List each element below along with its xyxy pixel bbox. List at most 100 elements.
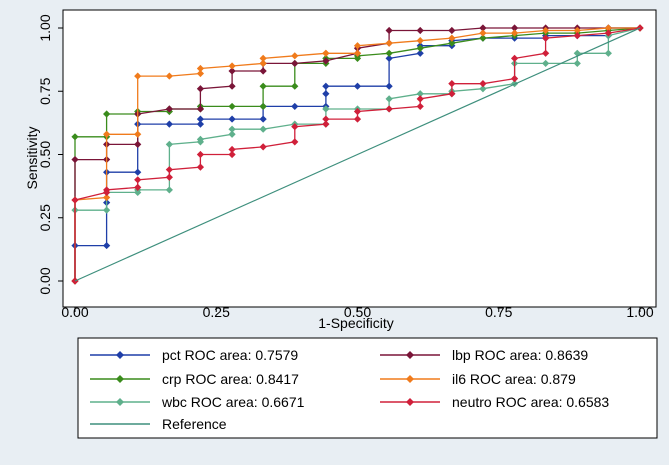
data-point bbox=[479, 80, 487, 88]
data-point bbox=[228, 62, 236, 70]
data-point bbox=[322, 120, 330, 128]
x-tick-label: 0.75 bbox=[485, 304, 512, 320]
data-point bbox=[416, 37, 424, 45]
data-point bbox=[291, 123, 299, 131]
data-point bbox=[322, 57, 330, 65]
data-point bbox=[103, 110, 111, 118]
legend-marker bbox=[116, 351, 124, 359]
data-point bbox=[322, 82, 330, 90]
data-point bbox=[228, 125, 236, 133]
data-point bbox=[479, 34, 487, 42]
series-neutro bbox=[71, 24, 644, 285]
data-point bbox=[604, 49, 612, 57]
data-point bbox=[228, 130, 236, 138]
data-point bbox=[165, 166, 173, 174]
data-point bbox=[165, 72, 173, 80]
data-point bbox=[259, 67, 267, 75]
legend-label: neutro ROC area: 0.6583 bbox=[452, 394, 609, 410]
data-point bbox=[196, 135, 205, 143]
data-point bbox=[103, 206, 111, 214]
data-point bbox=[416, 90, 424, 98]
data-point bbox=[259, 125, 267, 133]
data-point bbox=[165, 173, 173, 181]
legend-label: wbc ROC area: 0.6671 bbox=[161, 394, 305, 410]
data-point bbox=[134, 130, 142, 138]
data-point bbox=[448, 34, 456, 42]
data-point bbox=[71, 196, 79, 204]
data-point bbox=[228, 67, 236, 75]
legend-label: crp ROC area: 0.8417 bbox=[162, 371, 299, 387]
data-point bbox=[196, 163, 205, 171]
data-point bbox=[259, 102, 267, 111]
data-point bbox=[228, 82, 236, 90]
data-point bbox=[416, 44, 424, 52]
data-point bbox=[196, 120, 205, 128]
data-point bbox=[134, 176, 142, 184]
data-point bbox=[448, 90, 456, 98]
data-point bbox=[385, 39, 393, 47]
data-point bbox=[385, 54, 393, 62]
legend-label: lbp ROC area: 0.8639 bbox=[452, 347, 588, 363]
legend-item: wbc ROC area: 0.6671 bbox=[90, 394, 305, 410]
data-point bbox=[259, 54, 267, 62]
data-point bbox=[291, 138, 299, 146]
data-point bbox=[196, 64, 205, 73]
data-point bbox=[291, 52, 299, 60]
x-tick-label: 0.00 bbox=[61, 304, 88, 320]
data-point bbox=[165, 120, 173, 128]
data-point bbox=[353, 49, 362, 57]
x-tick-label: 0.25 bbox=[203, 304, 230, 320]
legend-item: pct ROC area: 0.7579 bbox=[90, 347, 298, 363]
data-point bbox=[353, 42, 362, 50]
data-point bbox=[479, 29, 487, 37]
data-point bbox=[71, 155, 79, 164]
series-layer bbox=[71, 24, 644, 285]
data-point bbox=[165, 140, 173, 148]
x-tick-label: 0.50 bbox=[344, 304, 371, 320]
data-point bbox=[510, 24, 519, 32]
data-point bbox=[479, 85, 487, 93]
data-point bbox=[228, 115, 236, 123]
data-point bbox=[322, 90, 330, 98]
data-point bbox=[416, 102, 424, 111]
data-point bbox=[322, 115, 330, 123]
data-point bbox=[510, 29, 519, 37]
legend-marker bbox=[116, 398, 124, 406]
data-point bbox=[604, 24, 612, 32]
data-point bbox=[416, 49, 424, 57]
data-point bbox=[479, 24, 487, 32]
data-point bbox=[573, 26, 581, 35]
legend-item: il6 ROC area: 0.879 bbox=[380, 371, 576, 387]
data-point bbox=[196, 85, 205, 93]
data-point bbox=[353, 107, 362, 116]
data-point bbox=[385, 95, 393, 103]
data-point bbox=[259, 115, 267, 123]
data-point bbox=[573, 31, 581, 40]
data-point bbox=[510, 54, 519, 62]
data-point bbox=[291, 102, 299, 111]
data-point bbox=[542, 59, 550, 68]
legend-label: pct ROC area: 0.7579 bbox=[162, 347, 298, 363]
data-point bbox=[542, 34, 550, 42]
data-point bbox=[573, 49, 581, 57]
data-point bbox=[259, 82, 267, 90]
legend-marker bbox=[116, 375, 124, 383]
data-point bbox=[448, 80, 456, 88]
data-point bbox=[103, 130, 111, 138]
data-point bbox=[228, 150, 236, 159]
data-point bbox=[385, 26, 393, 35]
legend-label: il6 ROC area: 0.879 bbox=[452, 371, 576, 387]
data-point bbox=[604, 29, 612, 37]
y-tick-label: 0.50 bbox=[37, 141, 53, 168]
data-point bbox=[134, 168, 142, 176]
legend-marker bbox=[406, 398, 414, 406]
x-tick-label: 1.00 bbox=[626, 304, 653, 320]
data-point bbox=[448, 26, 456, 35]
data-point bbox=[573, 59, 581, 68]
data-point bbox=[134, 72, 142, 80]
y-tick-label: 0.25 bbox=[37, 204, 53, 231]
data-point bbox=[291, 82, 299, 90]
series-line bbox=[74, 27, 640, 281]
series-reference bbox=[74, 27, 641, 282]
